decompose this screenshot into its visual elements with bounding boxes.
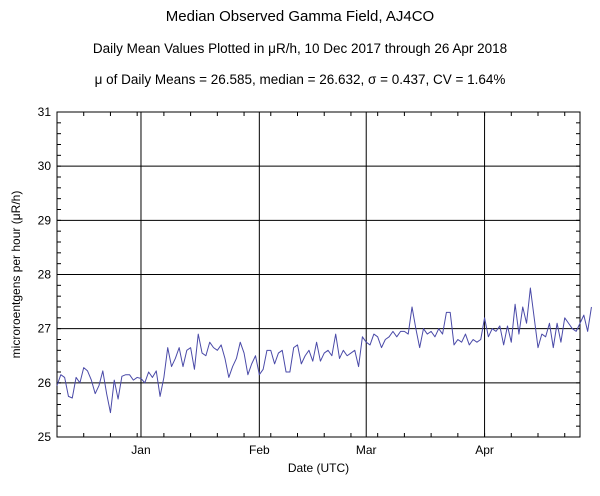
y-tick-label: 25: [38, 430, 52, 444]
y-tick-label: 31: [38, 105, 52, 119]
y-tick-label: 27: [38, 322, 52, 336]
series-layer: [56, 287, 592, 414]
chart-title: Median Observed Gamma Field, AJ4CO: [165, 8, 435, 25]
axis-tick-labels: 25 26 27 28 29 30 31 Jan Feb Mar Apr: [38, 105, 494, 457]
y-axis-label: microroentgens per hour (μR/h): [9, 191, 23, 359]
y-tick-label: 29: [38, 213, 52, 227]
y-tick-label: 28: [38, 268, 52, 282]
x-tick-label: Jan: [131, 443, 150, 457]
x-tick-label: Apr: [475, 443, 494, 457]
x-tick-label: Feb: [249, 443, 270, 457]
y-tick-label: 30: [38, 159, 52, 173]
series-line: [56, 287, 592, 414]
x-axis-label: Date (UTC): [288, 461, 349, 475]
grid: [57, 112, 580, 437]
chart-subtitle: Daily Mean Values Plotted in μR/h, 10 De…: [92, 41, 508, 56]
y-tick-label: 26: [38, 376, 52, 390]
chart-stats-line: μ of Daily Means = 26.585, median = 26.6…: [94, 72, 506, 87]
x-tick-label: Mar: [356, 443, 377, 457]
axis-ticks: [56, 111, 580, 438]
